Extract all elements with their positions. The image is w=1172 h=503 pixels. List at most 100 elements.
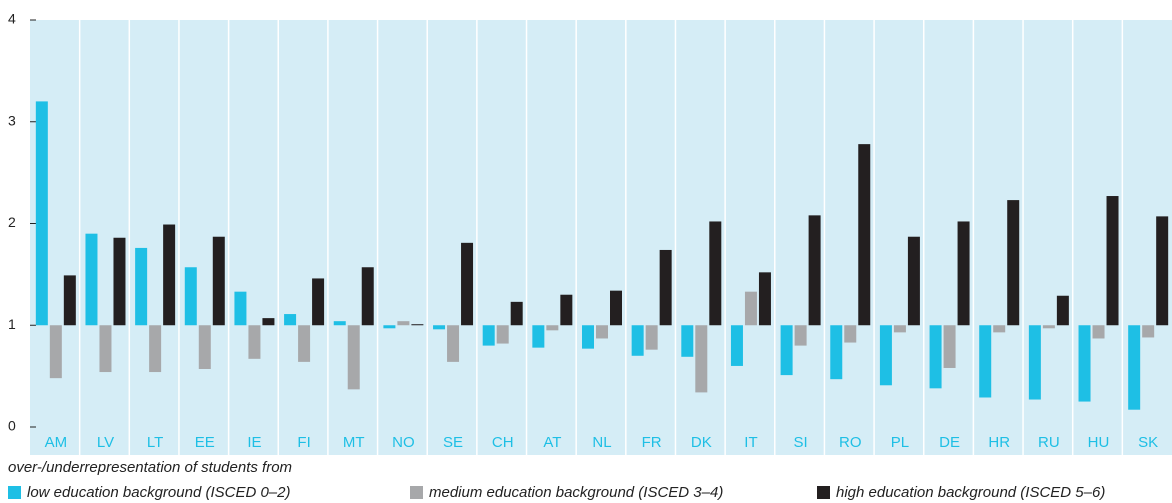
plot-background: [30, 20, 1172, 455]
bar: [234, 291, 247, 326]
bar: [830, 325, 843, 380]
bar: [610, 290, 622, 326]
x-tick-label: FR: [642, 434, 662, 451]
bar: [262, 318, 275, 326]
x-tick-label: CH: [492, 434, 514, 451]
bar: [248, 325, 261, 359]
bar: [85, 233, 98, 326]
x-tick-label: AT: [543, 434, 561, 451]
legend-swatch: [8, 486, 21, 499]
bar: [695, 325, 708, 393]
bar: [49, 325, 62, 379]
bar: [198, 325, 211, 370]
bar: [879, 325, 892, 386]
x-tick-label: EE: [195, 434, 215, 451]
bar: [893, 325, 906, 333]
bar: [1007, 200, 1020, 326]
x-tick-label: LV: [97, 434, 114, 451]
bar: [582, 325, 594, 349]
x-tick-label: DE: [939, 434, 960, 451]
chart-subtitle: over-/underrepresentation of students fr…: [8, 459, 292, 476]
bar: [1042, 325, 1055, 329]
bar: [780, 325, 793, 376]
y-tick-label: 4: [8, 11, 16, 27]
bar: [532, 325, 545, 348]
bar: [447, 325, 460, 362]
bar: [744, 291, 757, 326]
y-tick-label: 2: [8, 214, 16, 230]
y-tick-label: 1: [8, 316, 16, 332]
bar: [560, 294, 573, 326]
bar: [99, 325, 112, 373]
x-tick-label: RO: [839, 434, 862, 451]
x-tick-label: SK: [1138, 434, 1158, 451]
bar: [135, 247, 148, 326]
x-tick-label: NL: [592, 434, 611, 451]
legend-swatch: [410, 486, 423, 499]
bar: [1092, 325, 1105, 339]
bar: [929, 325, 942, 389]
bar: [212, 236, 225, 326]
bar: [1156, 216, 1169, 326]
bar: [794, 325, 807, 346]
bar: [1128, 325, 1141, 410]
bar: [63, 275, 76, 326]
y-tick-label: 0: [8, 418, 16, 434]
bar: [758, 272, 771, 326]
bar: [1056, 295, 1069, 326]
legend-label: medium education background (ISCED 3–4): [429, 484, 723, 501]
x-tick-label: HU: [1088, 434, 1110, 451]
bar: [461, 242, 474, 326]
x-tick-label: SI: [794, 434, 808, 451]
bar: [482, 325, 495, 346]
bar: [730, 325, 743, 366]
bar: [681, 325, 694, 357]
bar: [659, 249, 672, 326]
x-tick-label: SE: [443, 434, 463, 451]
bar: [957, 221, 970, 326]
bar: [1142, 325, 1155, 338]
bar: [1078, 325, 1091, 402]
y-tick-label: 3: [8, 112, 16, 128]
bar: [496, 325, 509, 344]
x-tick-label: HR: [988, 434, 1010, 451]
bar: [383, 325, 396, 329]
bar: [844, 325, 857, 343]
bar: [397, 321, 410, 326]
x-tick-label: PL: [891, 434, 909, 451]
bar: [993, 325, 1006, 333]
x-tick-label: FI: [297, 434, 310, 451]
bar: [510, 301, 523, 326]
x-tick-label: NO: [392, 434, 415, 451]
bar: [312, 278, 325, 326]
bar: [35, 101, 48, 326]
bar: [347, 325, 360, 390]
bar: [433, 325, 446, 330]
bar: [709, 221, 722, 326]
bar: [943, 325, 956, 368]
x-tick-label: IE: [247, 434, 261, 451]
bar: [333, 321, 346, 326]
legend-label: high education background (ISCED 5–6): [836, 484, 1105, 501]
bar: [149, 325, 162, 373]
legend-label: low education background (ISCED 0–2): [27, 484, 290, 501]
x-tick-label: RU: [1038, 434, 1060, 451]
bar: [163, 224, 176, 326]
bar: [907, 236, 920, 326]
x-tick-label: LT: [147, 434, 163, 451]
x-tick-label: MT: [343, 434, 365, 451]
bar: [411, 324, 424, 326]
bar: [631, 325, 644, 356]
bar: [808, 215, 821, 326]
bar: [1028, 325, 1041, 400]
bar: [361, 267, 374, 326]
bar: [113, 237, 126, 326]
x-tick-label: IT: [744, 434, 757, 451]
x-tick-label: AM: [45, 434, 68, 451]
bar: [298, 325, 311, 362]
x-tick-label: DK: [691, 434, 712, 451]
bar: [596, 325, 608, 339]
bar: [546, 325, 559, 331]
bar: [284, 314, 297, 326]
